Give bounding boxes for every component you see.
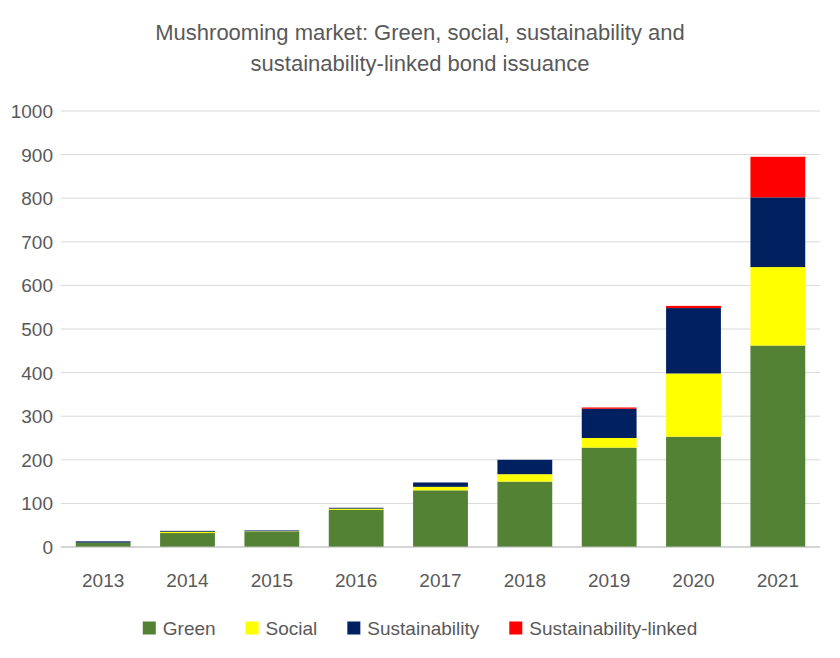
x-tick-label: 2017 (419, 570, 461, 591)
grid-line (61, 285, 820, 286)
bar-segment (160, 532, 215, 533)
bar-segment (76, 542, 131, 543)
title: Mushrooming market: Green, social, susta… (155, 20, 684, 76)
x-tick-label: 2020 (672, 570, 714, 591)
legend-swatch (509, 622, 522, 635)
y-tick-label: 500 (21, 319, 53, 340)
bar-segment (160, 533, 215, 547)
y-tick-label: 100 (21, 493, 53, 514)
bar-segment (329, 510, 384, 547)
bar-segment (413, 490, 468, 547)
bar-segment (76, 541, 131, 542)
y-tick-label: 300 (21, 406, 53, 427)
bar-segment (160, 530, 215, 532)
bar-segment (413, 482, 468, 483)
bar-segment (582, 407, 637, 408)
bar-segment (666, 308, 721, 373)
bar-segment (244, 532, 299, 547)
bar-segment (244, 530, 299, 531)
legend-swatch (347, 622, 360, 635)
y-tick-label: 900 (21, 145, 53, 166)
bar-segment (750, 346, 805, 547)
x-tick-label: 2015 (251, 570, 293, 591)
x-tick-label: 2013 (82, 570, 124, 591)
bar-segment (413, 482, 468, 486)
bar-segment (329, 507, 384, 509)
y-tick-label: 400 (21, 363, 53, 384)
bar-segment (750, 157, 805, 198)
bar-segment (497, 460, 552, 474)
grid-line (61, 547, 820, 548)
grid-line (61, 111, 820, 112)
legend-label: Social (266, 618, 318, 639)
bar-segment (244, 530, 299, 532)
grid-line (61, 241, 820, 242)
y-tick-label: 600 (21, 275, 53, 296)
legend-label: Sustainability (367, 618, 479, 639)
bar-segment (76, 541, 131, 542)
bars (76, 157, 805, 547)
y-tick-label: 0 (42, 537, 53, 558)
x-tick-label: 2018 (504, 570, 546, 591)
bar-segment (497, 459, 552, 460)
x-tick-label: 2014 (166, 570, 209, 591)
y-tick-label: 1000 (11, 101, 53, 122)
bar-segment (666, 306, 721, 308)
grid-line (61, 198, 820, 199)
y-tick-label: 700 (21, 232, 53, 253)
bar-segment (76, 543, 131, 547)
bar-segment (329, 509, 384, 510)
bar-segment (750, 267, 805, 345)
bar-segment (329, 507, 384, 508)
bar-segment (582, 409, 637, 438)
bar-segment (413, 487, 468, 490)
bar-segment (750, 197, 805, 267)
x-tick-label: 2019 (588, 570, 630, 591)
legend: Green Social Sustainability Sustainability-… (143, 618, 697, 639)
legend-swatch (143, 622, 156, 635)
legend-label: Sustainability-linked (529, 618, 697, 639)
x-axis (61, 547, 820, 548)
bar-segment (497, 474, 552, 481)
bar-segment (497, 482, 552, 547)
bar-segment (666, 437, 721, 547)
bar-segment (582, 438, 637, 448)
y-tick-label: 800 (21, 188, 53, 209)
y-tick-label: 200 (21, 450, 53, 471)
x-tick-label: 2016 (335, 570, 377, 591)
grid (61, 111, 820, 547)
bar-segment (582, 448, 637, 547)
chart: Mushrooming market: Green, social, susta… (0, 0, 840, 658)
grid-line (61, 154, 820, 155)
legend-label: Green (163, 618, 216, 639)
bar-segment (666, 373, 721, 436)
bar-segment (160, 530, 215, 531)
x-tick-label: 2021 (757, 570, 799, 591)
bar-segment (244, 531, 299, 532)
legend-swatch (246, 622, 259, 635)
